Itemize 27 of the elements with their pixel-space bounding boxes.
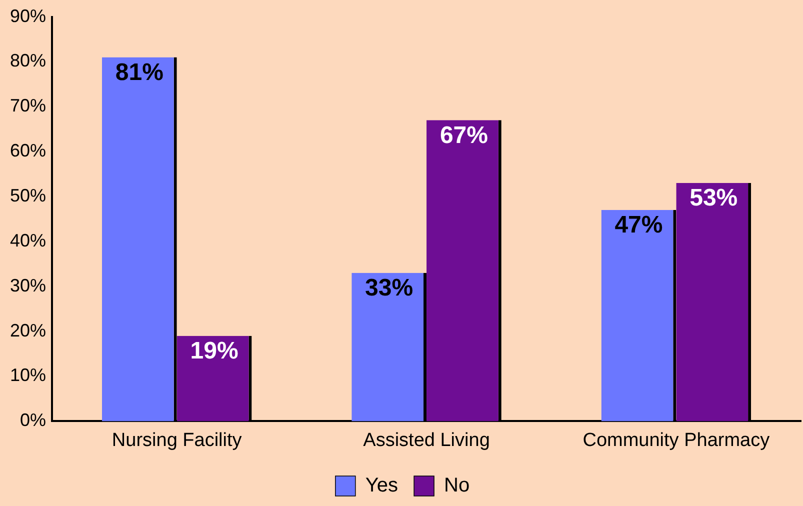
bar (352, 272, 424, 422)
y-tick-label: 40% (10, 230, 46, 250)
y-tick-label: 0% (20, 410, 46, 430)
data-label: 47% (614, 212, 663, 239)
data-label: 33% (365, 274, 414, 302)
bar (176, 336, 249, 422)
legend-label: No (444, 474, 470, 497)
y-tick-label: 50% (10, 186, 46, 206)
bar (102, 57, 174, 422)
y-tick-label: 70% (10, 96, 46, 116)
data-label: 53% (690, 184, 738, 212)
bar (426, 120, 498, 422)
y-tick-label: 80% (10, 50, 46, 71)
legend-label: Yes (365, 474, 398, 497)
data-label: 19% (190, 337, 238, 364)
x-tick-label: Assisted Living (363, 430, 490, 451)
y-tick-label: 90% (10, 6, 46, 26)
y-tick-label: 20% (10, 320, 46, 340)
data-label: 81% (115, 58, 164, 86)
y-tick-label: 10% (10, 365, 46, 386)
y-tick-label: 60% (10, 140, 46, 161)
x-tick-label: Nursing Facility (112, 430, 242, 451)
bar (676, 183, 748, 422)
y-tick-label: 30% (10, 275, 46, 296)
x-tick-label: Community Pharmacy (582, 430, 770, 451)
bar (601, 210, 674, 422)
data-label: 67% (440, 122, 488, 149)
